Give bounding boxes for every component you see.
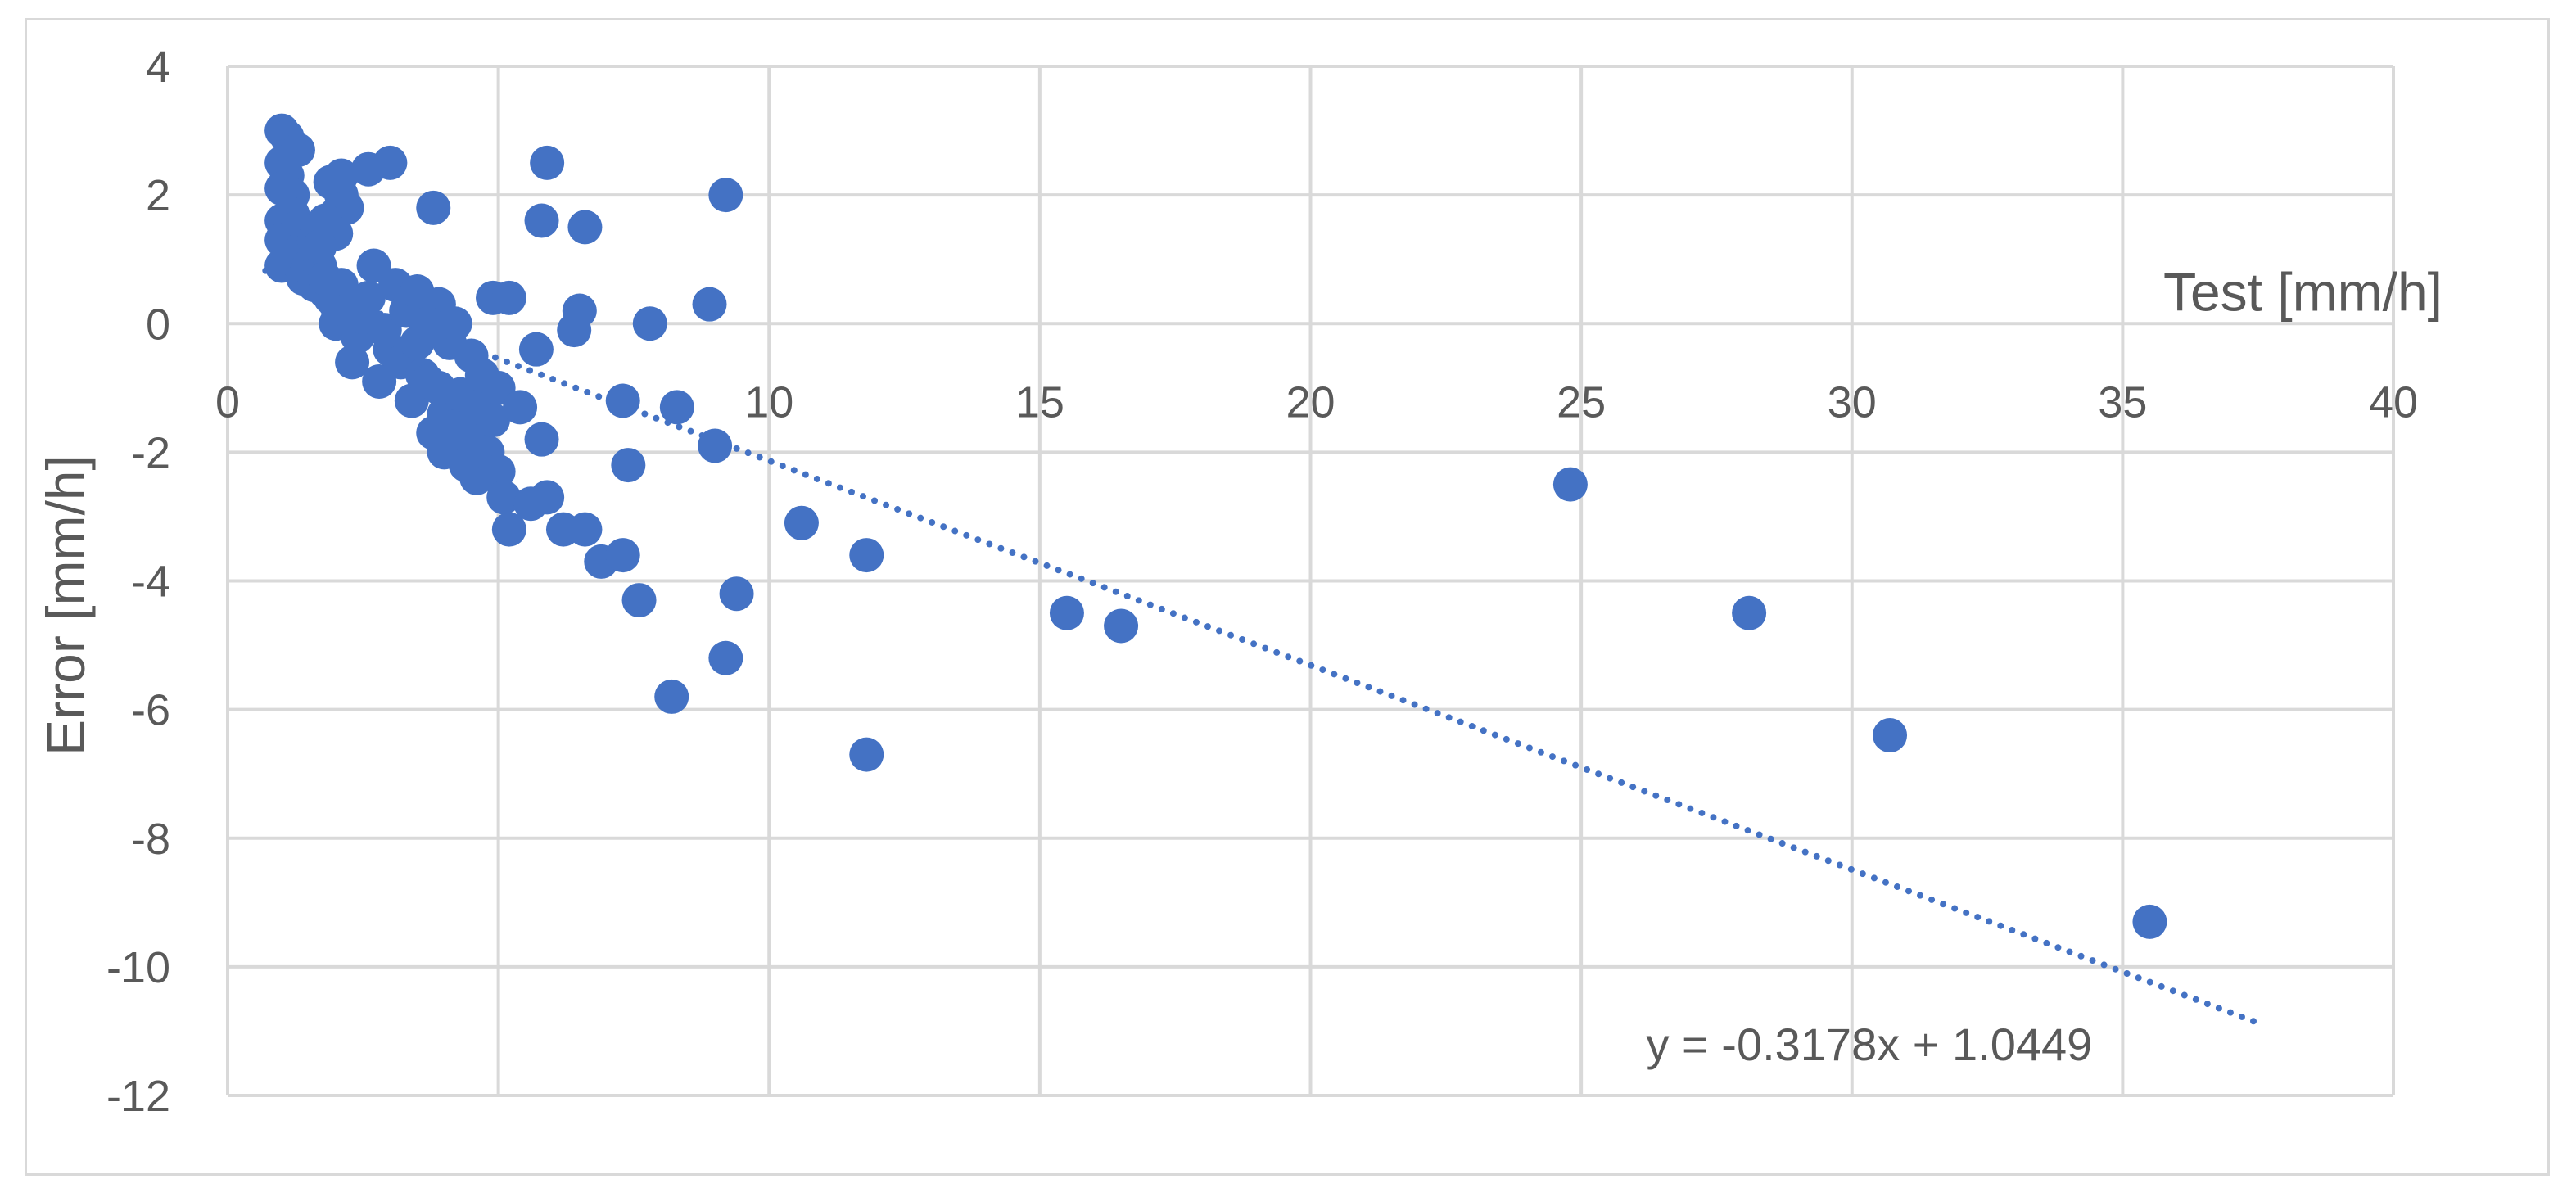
data-point (567, 210, 603, 245)
data-point (1552, 467, 1588, 502)
data-point (335, 345, 370, 380)
data-point (524, 203, 559, 238)
y-axis-title: Error [mm/h] (35, 455, 96, 756)
data-point (302, 228, 337, 264)
y-tick-label: 2 (146, 171, 170, 220)
data-point (350, 280, 386, 315)
trendline-group (262, 267, 2262, 1027)
y-tick-label: -6 (131, 686, 170, 735)
data-point (323, 268, 359, 303)
data-point (654, 679, 689, 714)
data-point (708, 178, 743, 213)
data-point (849, 538, 884, 573)
data-point (486, 480, 522, 515)
y-tick-label: -12 (106, 1072, 170, 1121)
chart-frame: 0510152025303540 420-2-4-6-8-10-12 Test … (25, 18, 2550, 1176)
data-point (1049, 595, 1084, 630)
y-axis-tick-labels: 4 2 0 -2 -4 -6 -8 -10 -12 (106, 43, 170, 1121)
data-point (632, 306, 667, 341)
data-point (518, 332, 554, 367)
data-point (621, 583, 657, 618)
data-point (567, 512, 603, 547)
x-tick-label: 0 (215, 377, 240, 427)
data-point (437, 306, 472, 341)
y-tick-label: -4 (131, 558, 170, 607)
data-point (491, 280, 526, 315)
data-point (2132, 904, 2167, 939)
y-tick-label: -8 (131, 815, 170, 864)
data-point (849, 737, 884, 772)
y-tick-label: -2 (131, 428, 170, 477)
x-tick-label: 10 (744, 377, 793, 427)
x-axis-tick-labels: 0510152025303540 (215, 377, 2418, 427)
data-point (323, 158, 359, 193)
trendline-equation: y = -0.3178x + 1.0449 (1646, 1019, 2092, 1070)
data-point (476, 403, 511, 438)
data-point (491, 512, 526, 547)
x-axis-title: Test [mm/h] (2163, 261, 2443, 322)
data-point (719, 576, 754, 612)
data-point (659, 390, 694, 425)
x-tick-label: 20 (1286, 377, 1335, 427)
y-tick-label: 4 (146, 43, 170, 92)
data-point (530, 145, 565, 180)
data-point (481, 454, 516, 489)
data-point (708, 640, 743, 675)
x-tick-label: 40 (2369, 377, 2418, 427)
data-point (373, 145, 408, 180)
data-point (562, 293, 597, 328)
data-point (503, 390, 538, 425)
y-tick-label: 0 (146, 300, 170, 349)
data-point (692, 287, 727, 322)
data-point (784, 505, 819, 540)
data-point (605, 383, 640, 418)
data-point (530, 480, 565, 515)
data-point (698, 428, 733, 463)
data-point (524, 422, 559, 457)
scatter-chart: 0510152025303540 420-2-4-6-8-10-12 Test … (35, 43, 2443, 1121)
x-tick-label: 15 (1015, 377, 1064, 427)
data-point (416, 190, 451, 225)
x-tick-label: 30 (1828, 377, 1877, 427)
data-point (1873, 718, 1908, 753)
x-tick-label: 25 (1557, 377, 1606, 427)
data-point (611, 448, 646, 483)
data-points (264, 113, 2167, 939)
data-point (1104, 608, 1139, 644)
x-tick-label: 35 (2098, 377, 2147, 427)
data-point (605, 538, 640, 573)
y-tick-label: -10 (106, 943, 170, 992)
trendline (262, 267, 2262, 1027)
data-point (1732, 595, 1767, 630)
